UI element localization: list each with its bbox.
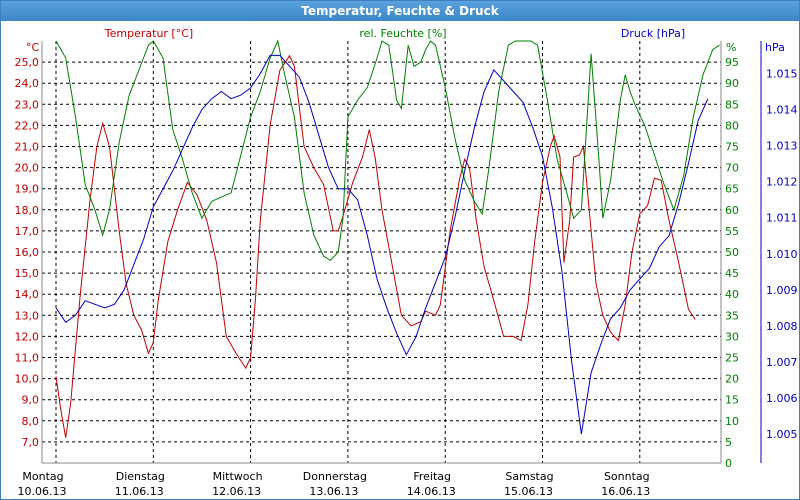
temperature-tick-label: 14,0	[15, 288, 40, 301]
humidity-tick-label: 5	[725, 436, 732, 449]
pressure-tick-label: 1.013	[766, 140, 798, 153]
x-tick-date-label: 15.06.13	[504, 485, 553, 498]
humidity-tick-label: 0	[725, 457, 732, 470]
temperature-tick-label: 19,0	[15, 183, 40, 196]
pressure-tick-label: 1.010	[766, 248, 798, 261]
legend-humidity: rel. Feuchte [%]	[359, 27, 446, 40]
temperature-tick-label: 21,0	[15, 141, 40, 154]
temperature-tick-label: 13,0	[15, 309, 40, 322]
temperature-tick-label: 11,0	[15, 352, 40, 365]
pressure-unit-label: hPa	[765, 41, 785, 54]
humidity-tick-label: 90	[725, 77, 739, 90]
pressure-tick-label: 1.009	[766, 284, 798, 297]
humidity-tick-label: 40	[725, 288, 739, 301]
legend-temperature: Temperatur [°C]	[104, 27, 193, 40]
pressure-tick-label: 1.014	[766, 104, 798, 117]
pressure-tick-label: 1.006	[766, 392, 798, 405]
temperature-tick-label: 12,0	[15, 330, 40, 343]
temperature-tick-label: 15,0	[15, 267, 40, 280]
temperature-tick-label: 9,0	[22, 394, 40, 407]
x-tick-day-label: Donnerstag	[303, 470, 367, 483]
pressure-tick-label: 1.008	[766, 320, 798, 333]
x-tick-day-label: Samstag	[505, 470, 553, 483]
humidity-tick-label: 10	[725, 415, 739, 428]
humidity-tick-label: 85	[725, 98, 739, 111]
temperature-tick-label: 22,0	[15, 119, 40, 132]
pressure-tick-label: 1.015	[766, 67, 798, 80]
humidity-tick-label: 50	[725, 246, 739, 259]
x-tick-date-label: 10.06.13	[18, 485, 67, 498]
temperature-tick-label: 25,0	[15, 56, 40, 69]
pressure-tick-label: 1.011	[766, 212, 798, 225]
humidity-tick-label: 20	[725, 373, 739, 386]
pressure-tick-label: 1.007	[766, 356, 798, 369]
temperature-tick-label: 24,0	[15, 77, 40, 90]
series-line-pressure	[55, 54, 709, 435]
x-tick-day-label: Dienstag	[116, 470, 165, 483]
humidity-tick-label: 25	[725, 352, 739, 365]
x-tick-day-label: Freitag	[413, 470, 451, 483]
temperature-tick-label: 23,0	[15, 98, 40, 111]
x-tick-date-label: 14.06.13	[407, 485, 456, 498]
temperature-tick-label: 7,0	[22, 436, 40, 449]
humidity-tick-label: 80	[725, 119, 739, 132]
humidity-tick-label: 60	[725, 204, 739, 217]
humidity-unit-label: %	[726, 41, 736, 54]
humidity-tick-label: 35	[725, 309, 739, 322]
humidity-tick-label: 75	[725, 141, 739, 154]
temperature-tick-label: 20,0	[15, 162, 40, 175]
chart-title: Temperatur, Feuchte & Druck	[1, 1, 799, 21]
x-tick-date-label: 11.06.13	[115, 485, 164, 498]
x-tick-day-label: Montag	[22, 470, 63, 483]
legend-pressure: Druck [hPa]	[621, 27, 685, 40]
series-line-temperature	[55, 54, 696, 438]
humidity-tick-label: 65	[725, 183, 739, 196]
humidity-tick-label: 30	[725, 330, 739, 343]
x-tick-date-label: 13.06.13	[309, 485, 358, 498]
temperature-tick-label: 16,0	[15, 246, 40, 259]
temperature-unit-label: °C	[26, 41, 40, 54]
humidity-tick-label: 95	[725, 56, 739, 69]
x-tick-date-label: 12.06.13	[212, 485, 261, 498]
humidity-tick-label: 15	[725, 394, 739, 407]
x-tick-date-label: 16.06.13	[601, 485, 650, 498]
pressure-tick-label: 1.005	[766, 428, 798, 441]
temperature-tick-label: 10,0	[15, 373, 40, 386]
temperature-tick-label: 18,0	[15, 204, 40, 217]
humidity-tick-label: 55	[725, 225, 739, 238]
pressure-tick-label: 1.012	[766, 176, 798, 189]
temperature-tick-label: 8,0	[22, 415, 40, 428]
humidity-tick-label: 70	[725, 162, 739, 175]
humidity-tick-label: 45	[725, 267, 739, 280]
x-tick-day-label: Mittwoch	[213, 470, 263, 483]
temperature-tick-label: 17,0	[15, 225, 40, 238]
series-line-humidity	[55, 39, 720, 262]
x-tick-day-label: Sonntag	[604, 470, 650, 483]
